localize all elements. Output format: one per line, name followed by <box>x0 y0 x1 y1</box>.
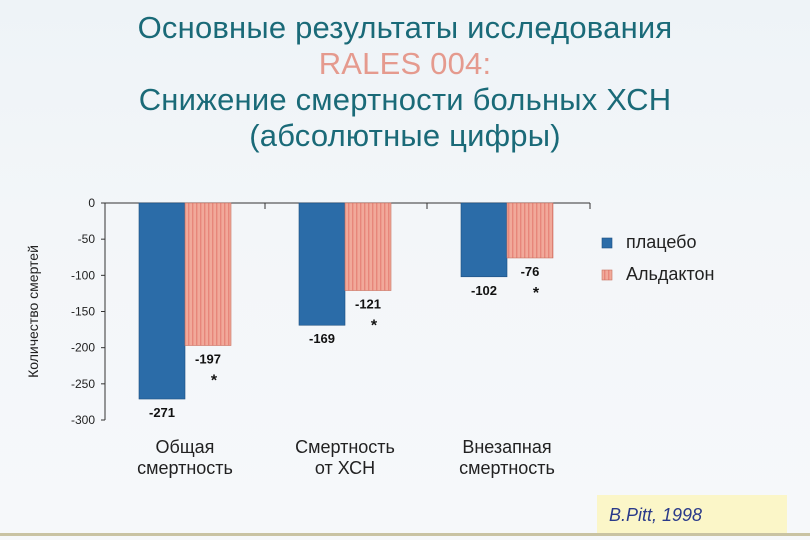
category-label: Внезапная <box>462 437 551 457</box>
data-label: -76 <box>521 264 540 279</box>
bar-placebo <box>298 202 346 326</box>
title-line-study: RALES 004: <box>318 46 492 81</box>
y-tick-label: -200 <box>71 341 95 355</box>
bar-placebo <box>138 202 186 400</box>
legend: плацебо Альдактон <box>601 232 714 284</box>
bar-placebo <box>460 202 508 278</box>
citation: B.Pitt, 1998 <box>597 495 787 535</box>
y-tick-label: -250 <box>71 377 95 391</box>
legend-label: плацебо <box>626 232 697 252</box>
bar-aldactone <box>344 202 392 291</box>
legend-swatch-placebo <box>601 237 613 249</box>
data-label: -121 <box>355 297 381 312</box>
bars <box>138 202 554 400</box>
y-tick-label: -100 <box>71 268 95 282</box>
data-label: -271 <box>149 405 175 420</box>
significance-mark: * <box>211 372 218 389</box>
title-line-1: Основные результаты исследования <box>137 10 673 45</box>
y-tick-label: -300 <box>71 413 95 427</box>
data-label: -102 <box>471 283 497 298</box>
y-tick-label: -50 <box>78 232 96 246</box>
title-line-3: Снижение смертности больных ХСН <box>138 82 672 117</box>
data-label: -197 <box>195 351 221 366</box>
data-label: -169 <box>309 331 335 346</box>
category-label: от ХСН <box>315 458 375 478</box>
y-tick-label: 0 <box>88 196 95 210</box>
category-label: Смертность <box>295 437 395 457</box>
title-line-4: (абсолютные цифры) <box>249 118 561 153</box>
significance-mark: * <box>371 318 378 335</box>
y-axis-label: Количество смертей <box>25 245 41 378</box>
bar-aldactone <box>506 202 554 259</box>
legend-label: Альдактон <box>626 264 714 284</box>
category-label: смертность <box>137 458 233 478</box>
bottom-rule <box>0 533 810 536</box>
slide-title: Основные результаты исследования RALES 0… <box>0 10 810 154</box>
legend-swatch-aldactone <box>601 269 613 281</box>
category-label: Общая <box>156 437 215 457</box>
category-label: смертность <box>459 458 555 478</box>
data-labels: -271 -169 -102 -197 * -121 * -76 * <box>149 264 540 420</box>
significance-mark: * <box>533 285 540 302</box>
y-tick-label: -150 <box>71 305 95 319</box>
bar-aldactone <box>184 202 232 346</box>
